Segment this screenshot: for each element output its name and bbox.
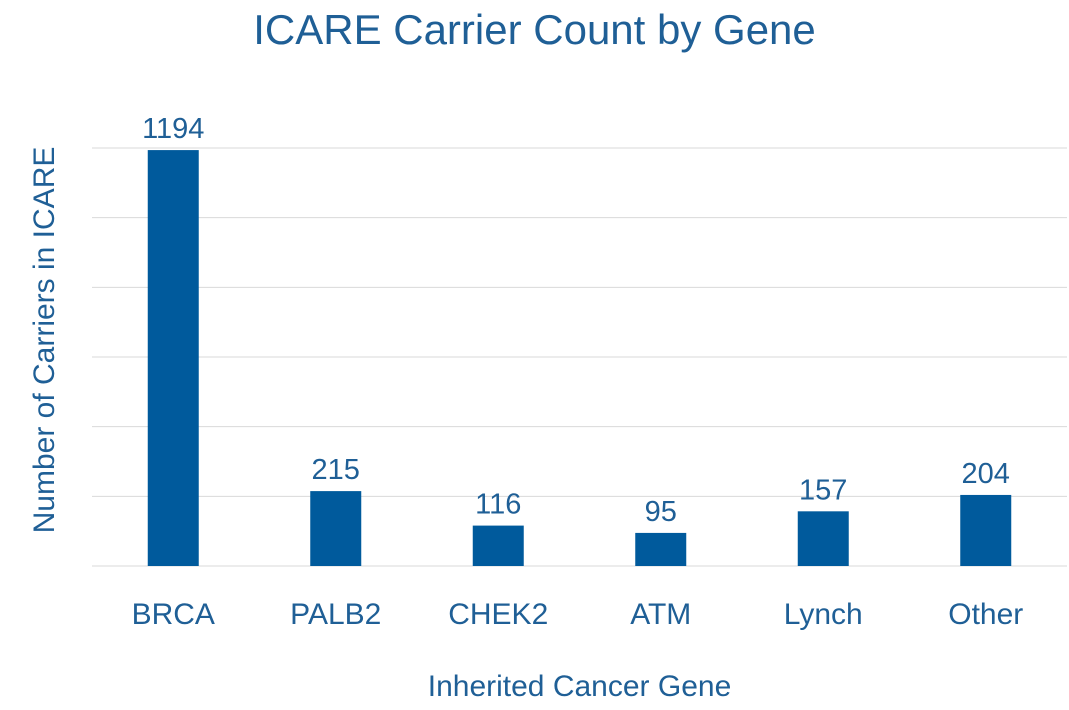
bar-other — [960, 494, 1012, 566]
x-tick-label-palb2: PALB2 — [290, 598, 381, 631]
chart-title: ICARE Carrier Count by Gene — [253, 6, 816, 53]
bar-lynch — [797, 511, 849, 566]
x-tick-label-chek2: CHEK2 — [448, 598, 548, 631]
x-tick-label-atm: ATM — [630, 598, 691, 631]
data-label-other: 204 — [962, 458, 1010, 490]
data-label-brca: 1194 — [142, 113, 204, 145]
x-tick-label-other: Other — [948, 598, 1023, 631]
data-label-lynch: 157 — [799, 474, 847, 506]
data-label-palb2: 215 — [312, 454, 360, 486]
bar-brca — [147, 150, 199, 566]
x-axis-label: Inherited Cancer Gene — [427, 670, 732, 703]
bar-palb2 — [310, 491, 362, 566]
data-label-chek2: 116 — [475, 489, 521, 521]
bar-atm — [635, 532, 687, 566]
x-tick-label-brca: BRCA — [132, 598, 215, 631]
data-label-atm: 95 — [645, 496, 677, 528]
x-tick-label-lynch: Lynch — [784, 598, 863, 631]
bar-chek2 — [472, 525, 524, 566]
